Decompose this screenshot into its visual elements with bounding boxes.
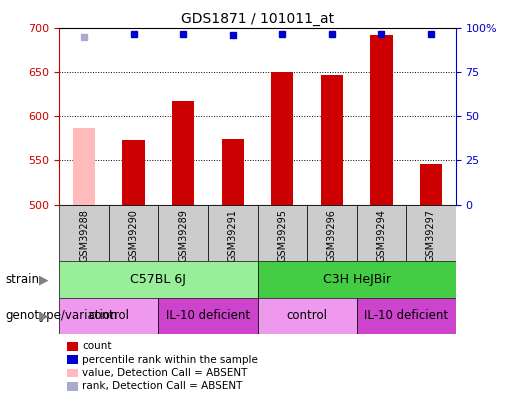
Text: ▶: ▶ [39, 273, 49, 286]
Text: GSM39295: GSM39295 [277, 209, 287, 262]
Text: GSM39294: GSM39294 [376, 209, 386, 262]
Text: value, Detection Call = ABSENT: value, Detection Call = ABSENT [82, 368, 248, 378]
Bar [59, 298, 159, 334]
Text: GSM39297: GSM39297 [426, 209, 436, 262]
Text: C57BL 6J: C57BL 6J [130, 273, 186, 286]
Text: control: control [88, 309, 129, 322]
Text: strain: strain [5, 273, 39, 286]
Bar [356, 205, 406, 261]
Bar [109, 205, 159, 261]
Bar [172, 102, 194, 205]
Text: rank, Detection Call = ABSENT: rank, Detection Call = ABSENT [82, 382, 243, 391]
Text: IL-10 deficient: IL-10 deficient [364, 309, 448, 322]
Text: GSM39291: GSM39291 [228, 209, 238, 262]
Bar [258, 261, 456, 298]
Text: control: control [286, 309, 328, 322]
Text: IL-10 deficient: IL-10 deficient [166, 309, 250, 322]
Bar [307, 205, 356, 261]
Bar [356, 298, 456, 334]
Text: ▶: ▶ [39, 309, 49, 322]
Bar [406, 205, 456, 261]
Bar [258, 205, 307, 261]
Bar [420, 164, 442, 205]
Bar [321, 75, 343, 205]
Text: genotype/variation: genotype/variation [5, 309, 117, 322]
Bar [208, 205, 258, 261]
Title: GDS1871 / 101011_at: GDS1871 / 101011_at [181, 12, 334, 26]
Bar [123, 140, 145, 205]
Text: GSM39288: GSM39288 [79, 209, 89, 262]
Bar [59, 261, 258, 298]
Text: GSM39290: GSM39290 [129, 209, 139, 262]
Text: GSM39289: GSM39289 [178, 209, 188, 262]
Bar [370, 34, 392, 205]
Bar [271, 72, 294, 205]
Text: percentile rank within the sample: percentile rank within the sample [82, 355, 259, 364]
Text: C3H HeJBir: C3H HeJBir [322, 273, 391, 286]
Text: GSM39296: GSM39296 [327, 209, 337, 262]
Text: count: count [82, 341, 112, 351]
Bar [59, 205, 109, 261]
Bar [258, 298, 356, 334]
Bar [221, 139, 244, 205]
Bar [159, 298, 258, 334]
Bar [73, 128, 95, 205]
Bar [159, 205, 208, 261]
